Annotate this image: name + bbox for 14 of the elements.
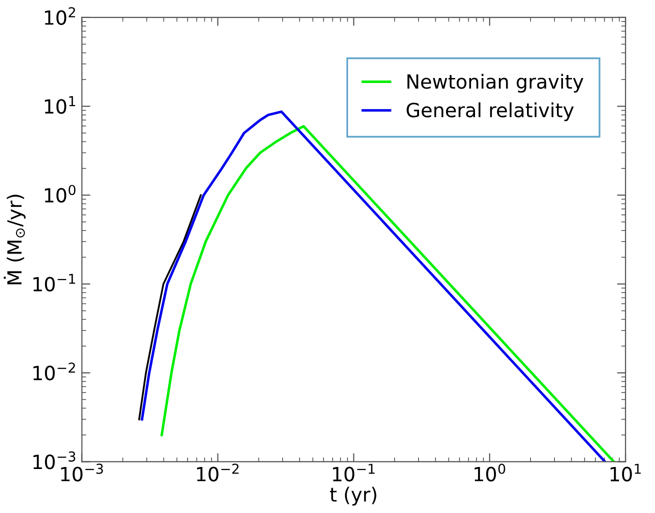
y-tick-label: 10$^{−1}$ [33,274,76,292]
y-axis-title: Ṁ (M$_{⊙}$/yr) [4,194,26,284]
legend-label: Newtonian gravity [407,74,584,93]
y-tick-label: 10$^{−2}$ [33,362,75,380]
y-tick-label: 10$^{0}$ [44,184,76,203]
x-axis-title: t (yr) [330,486,376,506]
x-tick-label: 10$^{−1}$ [332,464,375,482]
x-tick-label: 10$^{−3}$ [61,464,103,482]
x-tick-label: 10$^{−2}$ [197,464,239,482]
y-tick-label: 10$^{2}$ [44,7,76,25]
legend-label: General relativity [406,102,574,122]
y-tick-label: 10$^{1}$ [44,96,76,114]
x-tick-label: 10$^{0}$ [474,464,506,482]
x-tick-label: 10$^{1}$ [610,464,641,482]
